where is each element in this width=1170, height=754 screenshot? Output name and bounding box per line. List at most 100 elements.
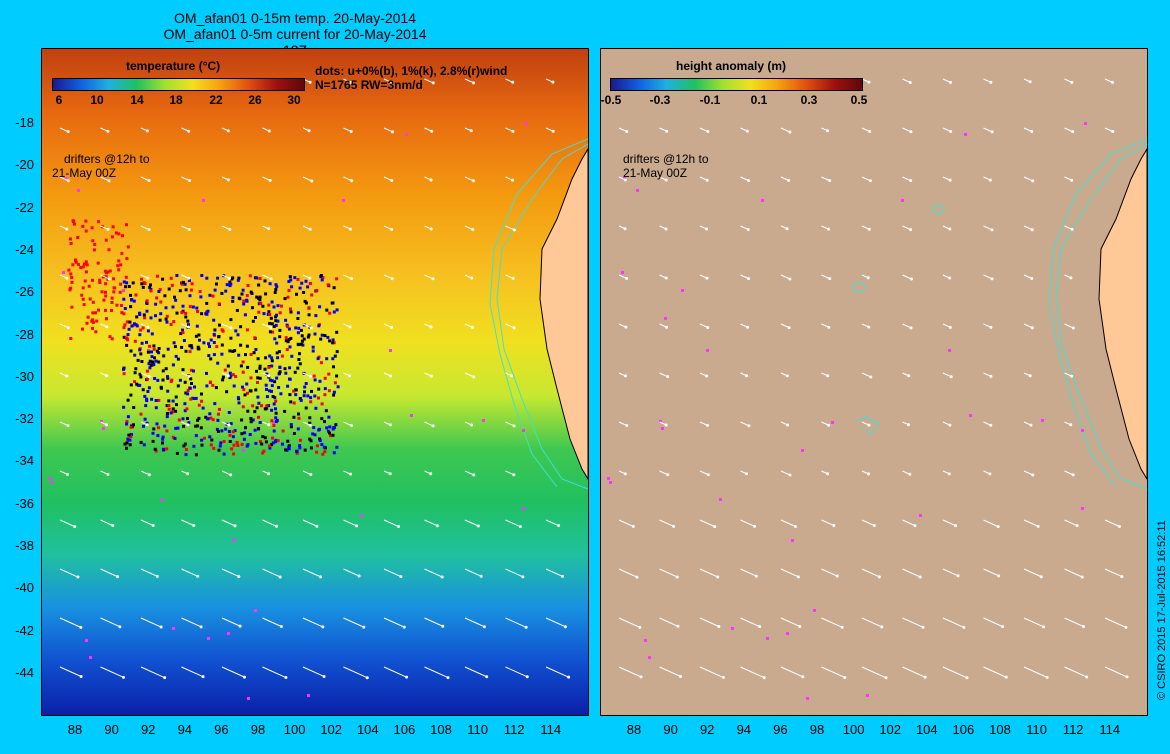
particle-dot xyxy=(256,357,260,361)
particle-dots xyxy=(67,219,340,457)
current-vector-arrow xyxy=(740,568,757,577)
latitude-tick-label: -26 xyxy=(15,284,34,300)
particle-dot xyxy=(292,389,296,393)
current-vector-arrow xyxy=(100,617,121,628)
particle-dot xyxy=(210,438,214,442)
particle-dot xyxy=(335,330,339,334)
current-vector-head xyxy=(1070,178,1074,182)
temperature-field xyxy=(42,49,588,715)
particle-dot xyxy=(312,374,316,378)
particle-dot xyxy=(207,354,211,358)
current-vector-head xyxy=(948,276,952,280)
particle-dot xyxy=(230,277,234,281)
current-vector-arrow xyxy=(1023,323,1033,329)
particle-dot xyxy=(315,444,319,448)
current-vector-head xyxy=(115,575,119,579)
longitude-tick-label: 98 xyxy=(250,722,266,737)
current-vector-head xyxy=(1071,326,1075,330)
current-vector-head xyxy=(788,473,792,477)
particle-dot xyxy=(138,348,142,352)
current-vector-arrow xyxy=(1104,568,1123,578)
particle-dot xyxy=(251,306,254,310)
drifter-marker xyxy=(813,609,816,612)
particle-dot xyxy=(321,452,325,456)
particle-dot xyxy=(241,385,244,389)
particle-dot xyxy=(205,384,209,388)
current-vector-head xyxy=(788,130,792,134)
current-vector-head xyxy=(402,625,406,629)
current-vector-arrow xyxy=(424,666,449,679)
particle-dot xyxy=(308,437,312,441)
particle-dot xyxy=(184,288,188,292)
particle-dot xyxy=(148,366,152,370)
current-vector-head xyxy=(954,524,958,528)
current-vector-arrow xyxy=(902,323,912,329)
current-vector-head xyxy=(746,325,750,329)
particle-dot xyxy=(180,345,184,349)
current-vector-head xyxy=(155,574,159,578)
particle-dot xyxy=(124,275,128,279)
particle-dot xyxy=(185,407,189,411)
current-vector-head xyxy=(388,423,392,427)
current-vector-head xyxy=(1070,80,1074,84)
particle-dot xyxy=(170,283,174,287)
latitude-tick-label: -28 xyxy=(15,326,34,342)
particle-dot xyxy=(265,387,268,391)
drifter-marker xyxy=(919,514,922,517)
particle-dot xyxy=(235,308,239,312)
particle-dot xyxy=(150,355,154,359)
current-vector-head xyxy=(145,129,149,133)
particle-dot xyxy=(117,259,121,263)
particle-dot xyxy=(196,345,200,349)
particle-dot xyxy=(174,395,178,399)
current-vector-arrow xyxy=(902,568,921,578)
longitude-tick-label: 90 xyxy=(663,722,678,737)
current-vector-head xyxy=(907,423,911,427)
particle-dot xyxy=(83,279,87,283)
particle-dot xyxy=(265,395,269,399)
particle-dot xyxy=(297,326,301,330)
longitude-tick-label: 104 xyxy=(356,722,379,737)
current-vector-head xyxy=(349,80,353,84)
current-vector-head xyxy=(390,277,394,281)
particle-dot xyxy=(156,434,160,438)
current-vector-arrow xyxy=(545,519,559,527)
current-vector-arrow xyxy=(902,519,916,527)
particle-dot xyxy=(155,422,159,426)
particle-dot xyxy=(190,382,193,385)
current-vector-arrow xyxy=(343,568,360,577)
particle-dot xyxy=(246,365,250,369)
particle-dot xyxy=(104,238,108,242)
current-vector-head xyxy=(1001,625,1005,629)
particle-dot xyxy=(125,422,129,426)
longitude-tick-label: 100 xyxy=(283,722,306,737)
particle-dot xyxy=(212,332,216,336)
particle-dot xyxy=(196,424,199,428)
current-vector-head xyxy=(880,625,884,629)
particle-dot xyxy=(132,423,135,427)
particle-dot xyxy=(292,432,296,435)
current-vector-head xyxy=(884,676,888,680)
current-vector-arrow xyxy=(505,470,515,476)
particle-dot xyxy=(209,443,213,447)
particle-dot xyxy=(216,276,220,280)
particle-dot xyxy=(159,312,163,316)
drifter-marker xyxy=(64,177,67,180)
current-vector-arrow xyxy=(464,176,474,182)
particle-dot xyxy=(162,354,166,358)
particle-dot xyxy=(119,263,123,267)
particle-dot xyxy=(145,399,149,403)
current-vector-head xyxy=(196,574,200,578)
current-vector-arrow xyxy=(902,617,924,628)
particle-dot xyxy=(273,291,277,294)
particle-dot xyxy=(165,404,169,408)
particle-dot xyxy=(284,448,287,452)
current-vector-head xyxy=(913,524,917,528)
particle-dot xyxy=(146,390,150,393)
particle-dot xyxy=(268,354,272,358)
current-vector-head xyxy=(705,423,709,427)
particle-dot xyxy=(234,329,238,333)
current-vector-arrow xyxy=(302,519,318,527)
current-vector-head xyxy=(348,374,352,378)
current-vector-head xyxy=(832,524,836,528)
